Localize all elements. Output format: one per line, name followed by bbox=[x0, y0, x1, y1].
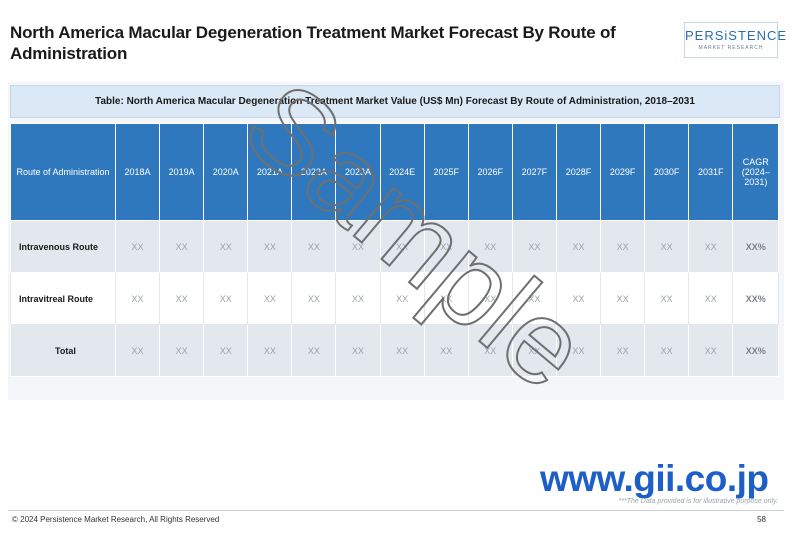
table-cell: XX% bbox=[732, 220, 780, 273]
table-cell: XX% bbox=[732, 324, 780, 377]
column-header: CAGR (2024–2031) bbox=[732, 123, 780, 221]
table-cell: XX bbox=[114, 324, 161, 377]
column-header: 2027F bbox=[511, 123, 557, 221]
table-cell: XX bbox=[511, 220, 557, 273]
row-label: Intravenous Route bbox=[10, 220, 116, 273]
table-cell: XX bbox=[600, 324, 646, 377]
table-cell: XX bbox=[467, 220, 513, 273]
column-header: 2020A bbox=[203, 123, 249, 221]
table-cell: XX bbox=[247, 272, 293, 325]
column-header: 2025F bbox=[423, 123, 469, 221]
table-cell: XX bbox=[600, 272, 646, 325]
column-header: 2024E bbox=[379, 123, 425, 221]
table-cell: XX bbox=[555, 324, 602, 377]
page-number: 58 bbox=[757, 515, 766, 524]
table-cell: XX bbox=[688, 272, 734, 325]
table-cell: XX bbox=[203, 220, 249, 273]
copyright: © 2024 Persistence Market Research, All … bbox=[12, 515, 220, 524]
site-watermark: www.gii.co.jp bbox=[540, 458, 769, 499]
row-label: Total bbox=[10, 324, 116, 377]
table-cell: XX bbox=[467, 324, 513, 377]
table-cell: XX bbox=[644, 220, 690, 273]
table-cell: XX bbox=[247, 220, 293, 273]
header-row: Route of Administration 2018A 2019A 2020A 20… bbox=[10, 123, 780, 221]
column-header: 2022A bbox=[291, 123, 337, 221]
logo: PERSiSTENCE MARKET RESEARCH bbox=[684, 22, 788, 58]
table-cell: XX bbox=[291, 324, 337, 377]
table-cell: XX bbox=[159, 324, 205, 377]
table-cell: XX bbox=[555, 272, 602, 325]
table-cell: XX bbox=[555, 220, 602, 273]
table-cell: XX bbox=[644, 324, 690, 377]
table-cell: XX bbox=[511, 272, 557, 325]
column-header: 2019A bbox=[159, 123, 205, 221]
table-cell: XX bbox=[423, 272, 469, 325]
column-header: 2031F bbox=[688, 123, 734, 221]
table-row: Total XX XX XX XX XX XX XX XX XX XX XX XX XX XX XX% bbox=[10, 324, 780, 377]
table-row: Intravenous Route XX XX XX XX XX XX XX XX XX XX XX X… bbox=[10, 220, 780, 273]
column-header: 2030F bbox=[644, 123, 690, 221]
logo-subtext: MARKET RESEARCH bbox=[698, 45, 764, 51]
table-cell: XX bbox=[335, 324, 381, 377]
table-cell: XX bbox=[335, 272, 381, 325]
table-cell: XX bbox=[203, 324, 249, 377]
table-cell: XX bbox=[423, 324, 469, 377]
table-cell: XX bbox=[114, 272, 161, 325]
table-cell: XX bbox=[291, 272, 337, 325]
column-header: 2026F bbox=[467, 123, 513, 221]
slide-title: North America Macular Degeneration Treat… bbox=[10, 23, 616, 63]
table-cell: XX bbox=[379, 220, 425, 273]
table-cell: XX bbox=[600, 220, 646, 273]
table-cell: XX bbox=[203, 272, 249, 325]
table-cell: XX bbox=[247, 324, 293, 377]
table-cell: XX bbox=[379, 272, 425, 325]
row-label: Intravitreal Route bbox=[10, 272, 116, 325]
column-header: 2018A bbox=[114, 123, 161, 221]
table-row: Intravitreal Route XX XX XX XX XX XX XX XX XX XX XX… bbox=[10, 272, 780, 325]
column-header: 2028F bbox=[555, 123, 602, 221]
column-header: 2021A bbox=[247, 123, 293, 221]
table-cell: XX bbox=[291, 220, 337, 273]
table-cell: XX% bbox=[732, 272, 780, 325]
table-cell: XX bbox=[467, 272, 513, 325]
column-header: 2029F bbox=[600, 123, 646, 221]
table-cell: XX bbox=[644, 272, 690, 325]
table-cell: XX bbox=[511, 324, 557, 377]
table-cell: XX bbox=[688, 220, 734, 273]
table-cell: XX bbox=[423, 220, 469, 273]
table-cell: XX bbox=[114, 220, 161, 273]
logo-text: PERSiSTENCE bbox=[685, 28, 788, 43]
table-cell: XX bbox=[159, 272, 205, 325]
data-table: Route of Administration 2018A 2019A 2020A 20… bbox=[10, 123, 780, 377]
column-header: Route of Administration bbox=[10, 123, 116, 221]
table-cell: XX bbox=[335, 220, 381, 273]
table-caption: Table: North America Macular Degeneratio… bbox=[10, 85, 780, 118]
column-header: 2023A bbox=[335, 123, 381, 221]
note: ***The Data provided is for illustrative… bbox=[618, 498, 778, 505]
footer-rule bbox=[8, 510, 784, 511]
table-cell: XX bbox=[688, 324, 734, 377]
table-cell: XX bbox=[379, 324, 425, 377]
table-cell: XX bbox=[159, 220, 205, 273]
